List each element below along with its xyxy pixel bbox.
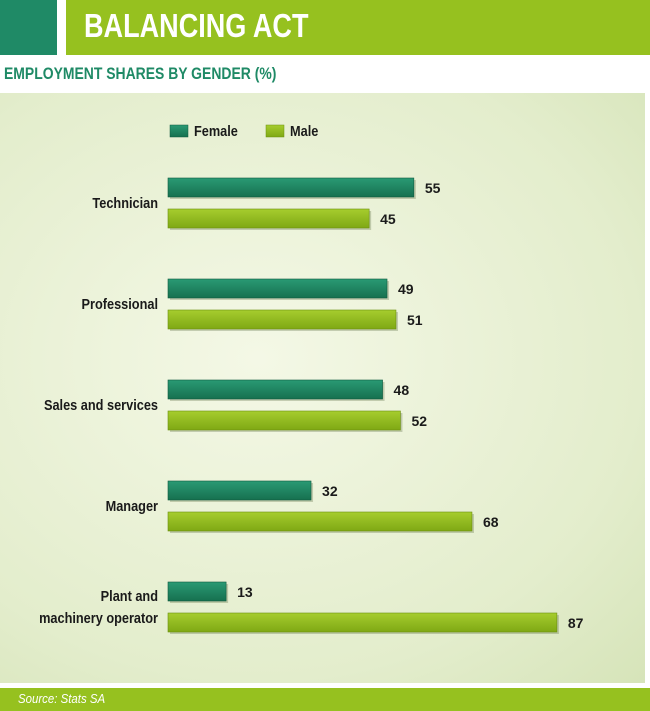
legend-swatch-male — [265, 124, 285, 138]
category-label: Sales and services — [44, 396, 158, 413]
bar-female — [167, 177, 415, 198]
data-label: 55 — [425, 180, 441, 196]
data-label: 45 — [380, 211, 396, 227]
category-label: Plant and — [101, 587, 158, 604]
bar-female — [167, 480, 312, 501]
data-label: 68 — [483, 514, 499, 530]
header-banner: BALANCING ACT — [0, 0, 650, 55]
data-label: 51 — [407, 312, 423, 328]
legend-label-female: Female — [194, 122, 238, 139]
bar-female — [167, 581, 227, 602]
data-label: 49 — [398, 281, 414, 297]
page-title: BALANCING ACT — [84, 7, 309, 44]
bar-female — [167, 278, 388, 299]
bar-male — [167, 511, 473, 532]
data-label: 52 — [411, 413, 427, 429]
data-label: 32 — [322, 483, 338, 499]
bar-female — [167, 379, 383, 400]
bar-male — [167, 208, 370, 229]
data-label: 87 — [568, 615, 584, 631]
bar-chart: Female Male 55 45 Technician 49 51 Professiona… — [39, 122, 584, 634]
bar-male — [167, 612, 558, 633]
category-label: Manager — [106, 497, 159, 514]
bar-male — [167, 410, 401, 431]
bar-male — [167, 309, 397, 330]
data-label: 13 — [237, 584, 253, 600]
category-label: Professional — [82, 295, 158, 312]
category-label: Technician — [92, 194, 158, 211]
footer-bar: Source: Stats SA — [0, 688, 650, 711]
chart-subtitle: EMPLOYMENT SHARES BY GENDER (%) — [4, 64, 277, 83]
data-label: 48 — [394, 382, 410, 398]
chart-legend: Female Male — [169, 122, 319, 139]
header-title-bar — [66, 0, 650, 55]
legend-label-male: Male — [290, 122, 319, 139]
category-label: machinery operator — [39, 609, 158, 626]
legend-swatch-female — [169, 124, 189, 138]
source-note: Source: Stats SA — [18, 691, 106, 706]
header-accent-square — [0, 0, 57, 55]
